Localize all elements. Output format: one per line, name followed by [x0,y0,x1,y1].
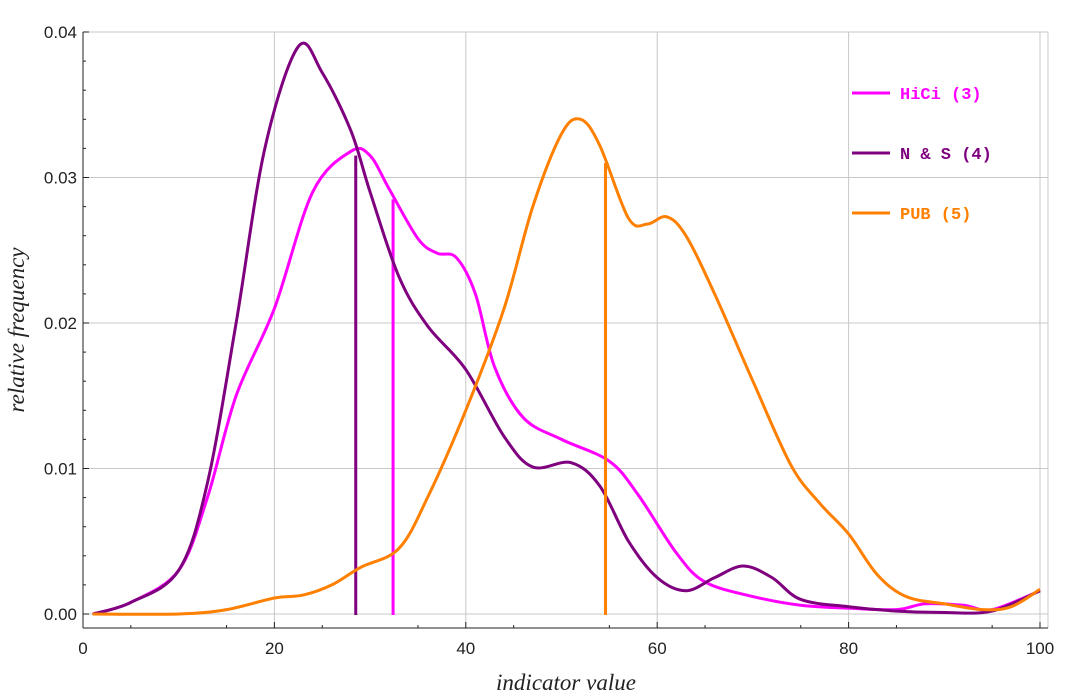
y-tick-label: 0.00 [44,605,77,624]
series-line-0 [92,146,1041,616]
x-tick-label: 100 [1026,639,1054,658]
x-tick-label: 20 [265,639,284,658]
series-layer [92,41,1041,616]
y-axis-label: relative frequency [4,247,29,413]
legend-label: PUB (5) [900,206,971,225]
x-tick-label: 40 [456,639,475,658]
legend-label: HiCi (3) [900,86,982,105]
x-tick-label: 0 [78,639,87,658]
grid [83,31,1049,628]
x-tick-label: 80 [839,639,858,658]
y-tick-label: 0.02 [44,314,77,333]
x-tick-label: 60 [648,639,667,658]
y-tick-label: 0.01 [44,460,77,479]
y-tick-label: 0.04 [44,23,77,42]
x-axis-label: indicator value [496,670,636,695]
legend-label: N & S (4) [900,146,992,165]
y-tick-label: 0.03 [44,169,77,188]
axes: 0 20 40 60 80 100 0.00 0.01 0.02 0.03 0.04 [44,23,1054,658]
legend: HiCi (3) N & S (4) PUB (5) [852,86,992,225]
series-line-2 [92,117,1041,616]
series-line-1 [92,41,1041,616]
